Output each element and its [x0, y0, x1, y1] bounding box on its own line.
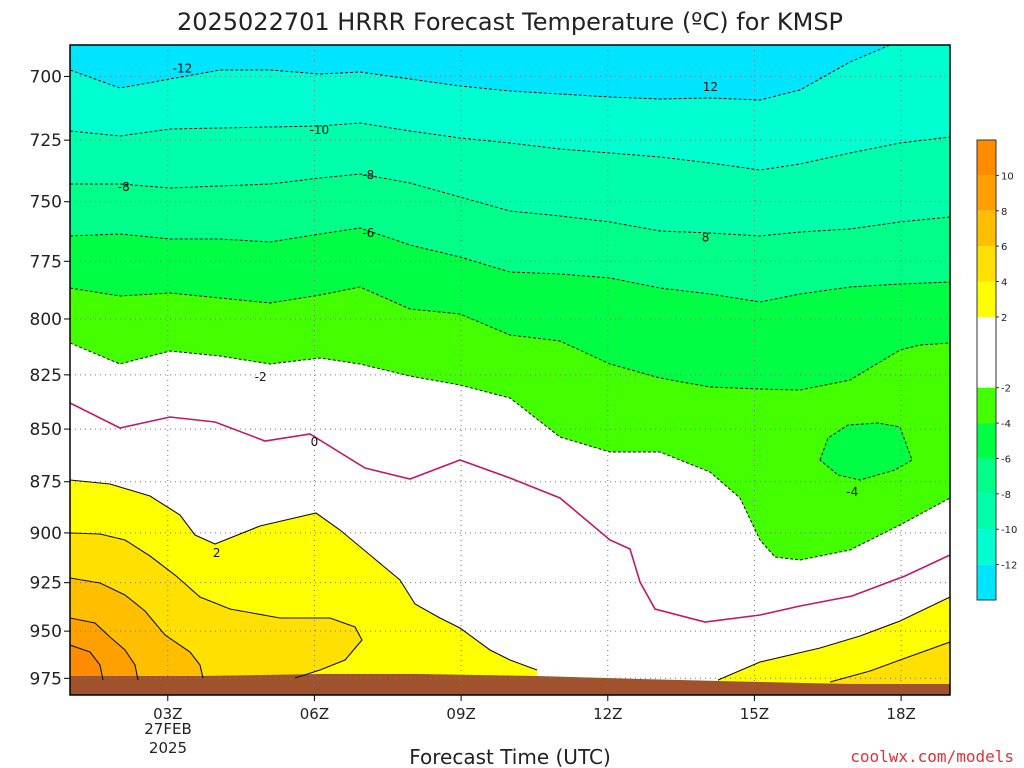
- contour-label-text: 2: [213, 546, 221, 560]
- x-tick-label: 03Z: [153, 705, 182, 723]
- y-tick-label: 775: [30, 252, 62, 272]
- y-tick-label: 925: [30, 574, 62, 594]
- x-axis: 03Z 06Z 09Z 12Z 15Z 18Z: [153, 695, 916, 723]
- colorbar-frame: [976, 139, 997, 601]
- colorbar-band: [977, 529, 996, 565]
- colorbar-band: [977, 316, 996, 388]
- fill-band-4-right: [830, 642, 950, 695]
- fill-minus6-pocket: [819, 422, 913, 481]
- y-tick-label: 875: [30, 473, 62, 493]
- y-axis: 700 725 750 775 800 825 850 875 900 925 950 975: [30, 67, 70, 689]
- contour-label-text: -2: [255, 370, 267, 384]
- contour-label-text: 12: [703, 80, 718, 94]
- colorbar-label: 4: [1001, 278, 1007, 289]
- contour-label-text: -8: [118, 180, 130, 194]
- y-tick-label: 975: [30, 669, 62, 689]
- y-tick-label: 850: [30, 420, 62, 440]
- colorbar-band: [977, 210, 996, 247]
- colorbar-label: -2: [1001, 384, 1011, 395]
- terrain-fill: [70, 674, 950, 695]
- x-tick-label: 18Z: [886, 705, 915, 723]
- contour-label: -8: [362, 168, 374, 182]
- contour-10: [70, 644, 104, 681]
- contour-label: 12: [703, 80, 718, 94]
- colorbar-label: 8: [1001, 207, 1007, 218]
- colorbar-band: [977, 281, 996, 317]
- chart-title: 2025022701 HRRR Forecast Temperature (ºC…: [177, 8, 843, 36]
- colorbar-band: [977, 387, 996, 424]
- y-tick-label: 725: [30, 131, 62, 151]
- contour-labels: -12 12 -10 -8 -8 8 -6 -2 0 -4 2: [118, 62, 858, 560]
- colorbar: 10 8 6 4 2 -2 -4 -6 -8 -10 -12: [976, 139, 1017, 601]
- y-tick-label: 800: [30, 310, 62, 330]
- colorbar-band: [977, 175, 996, 211]
- colorbar-label: 2: [1001, 313, 1007, 324]
- year-label: 2025: [149, 739, 187, 757]
- colorbar-band: [977, 564, 996, 600]
- contour-label: -12: [173, 62, 193, 76]
- y-tick-label: 700: [30, 67, 62, 87]
- contour-minus6: [70, 227, 950, 303]
- contour-4: [70, 532, 363, 679]
- contour-4-right: [829, 641, 950, 683]
- colorbar-label: -4: [1001, 419, 1011, 430]
- colorbar-band: [977, 458, 996, 494]
- contour-label-text: 0: [311, 435, 319, 449]
- contour-label-text: -12: [173, 62, 193, 76]
- contour-label-text: -6: [362, 226, 374, 240]
- colorbar-band: [977, 423, 996, 459]
- colorbar-label: 10: [1001, 171, 1014, 182]
- contour-label: 0: [311, 435, 319, 449]
- contour-6: [70, 577, 204, 679]
- x-axis-title: Forecast Time (UTC): [409, 745, 611, 768]
- contour-label-text: -10: [310, 123, 330, 137]
- y-tick-label: 900: [30, 524, 62, 544]
- contour-2-right: [717, 596, 950, 681]
- x-tick-label: 12Z: [593, 705, 622, 723]
- plot-area: -12 12 -10 -8 -8 8 -6 -2 0 -4 2: [70, 45, 950, 695]
- colorbar-label: -6: [1001, 454, 1011, 465]
- contour-label: 8: [702, 231, 710, 245]
- contour-label-text: -4: [846, 485, 858, 499]
- contour-2: [70, 479, 538, 671]
- grid: [70, 45, 950, 695]
- colorbar-label: -12: [1001, 561, 1017, 572]
- contour-label: -10: [310, 123, 330, 137]
- x-tick-label: 06Z: [300, 705, 329, 723]
- contour-minus8: [70, 173, 950, 237]
- contour-minus4: [70, 286, 950, 391]
- date-label: 27FEB: [144, 720, 191, 738]
- colorbar-label: 6: [1001, 242, 1007, 253]
- contour-label: -8: [118, 180, 130, 194]
- contour-label-text: 8: [702, 231, 710, 245]
- contour-minus12: [70, 45, 891, 101]
- contour-zero: [70, 402, 950, 623]
- contour-label: -4: [846, 485, 858, 499]
- colorbar-label: -10: [1001, 525, 1017, 536]
- contour-8: [70, 617, 139, 681]
- contour-label-text: -8: [362, 168, 374, 182]
- y-tick-label: 750: [30, 193, 62, 213]
- y-tick-label: 825: [30, 366, 62, 386]
- colorbar-band: [977, 140, 996, 176]
- contour-minus2: [70, 342, 950, 561]
- y-tick-label: 950: [30, 622, 62, 642]
- x-tick-label: 09Z: [446, 705, 475, 723]
- credit-text: coolwx.com/models: [850, 747, 1014, 766]
- colorbar-band: [977, 246, 996, 282]
- contour-minus10: [70, 122, 950, 171]
- x-tick-label: 15Z: [740, 705, 769, 723]
- contour-lines: [70, 45, 950, 683]
- contour-label: -2: [255, 370, 267, 384]
- plot-frame: [69, 44, 951, 696]
- contour-label: -6: [362, 226, 374, 240]
- colorbar-band: [977, 493, 996, 530]
- contour-label: 2: [213, 546, 221, 560]
- colorbar-label: -8: [1001, 490, 1011, 501]
